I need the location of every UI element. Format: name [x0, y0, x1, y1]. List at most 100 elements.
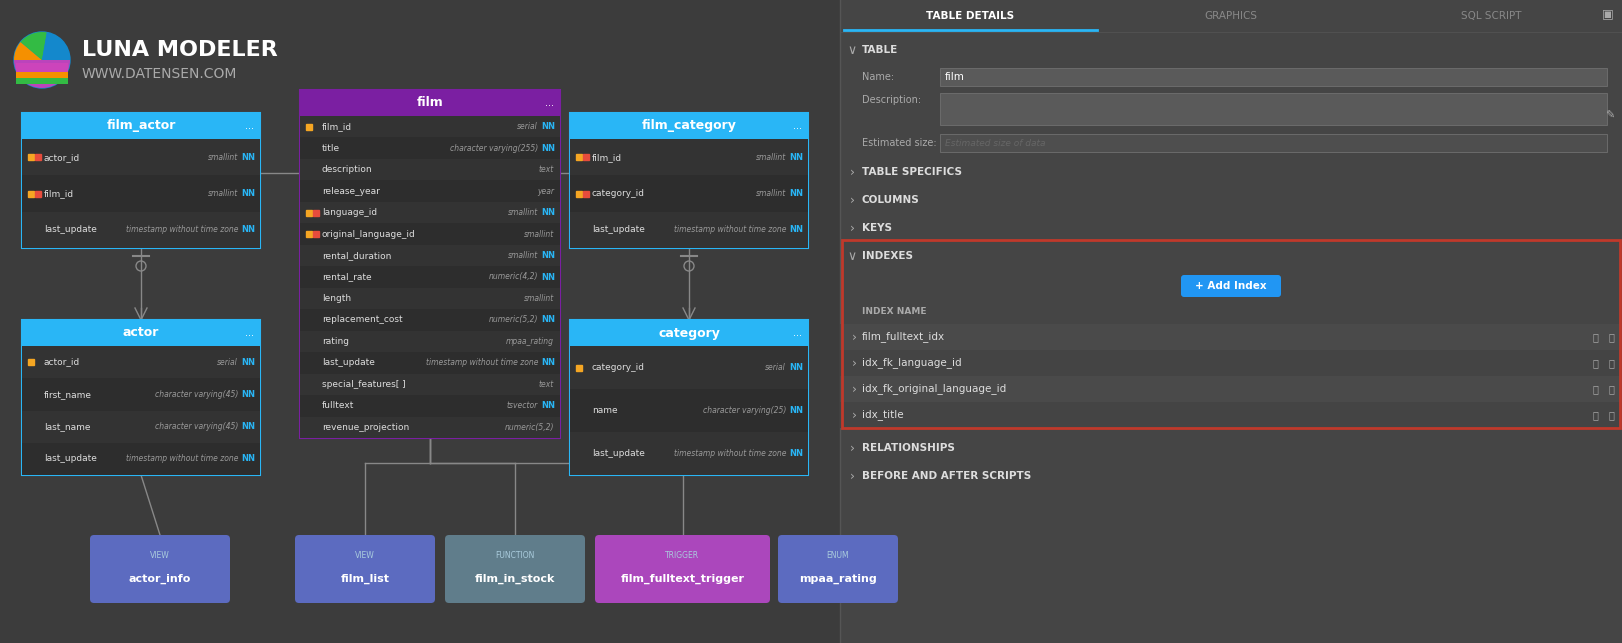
Text: ⧉: ⧉ [1593, 410, 1598, 420]
Wedge shape [42, 32, 70, 60]
Text: last_name: last_name [44, 422, 91, 431]
Bar [941, 93, 1607, 125]
Text: timestamp without time zone: timestamp without time zone [673, 449, 787, 458]
FancyBboxPatch shape [1181, 275, 1281, 297]
Bar [840, 402, 1622, 428]
Bar [569, 320, 808, 346]
Text: ⧉: ⧉ [1593, 332, 1598, 342]
Text: timestamp without time zone: timestamp without time zone [125, 225, 238, 234]
Text: actor: actor [123, 327, 159, 340]
Text: Description:: Description: [861, 95, 921, 105]
Bar [300, 266, 560, 287]
Bar [16, 63, 68, 72]
Bar [300, 395, 560, 417]
Bar [569, 139, 808, 176]
Bar [569, 346, 808, 389]
Text: title: title [323, 143, 341, 152]
Text: language_id: language_id [323, 208, 378, 217]
FancyBboxPatch shape [779, 535, 899, 603]
Text: NN: NN [542, 358, 555, 367]
Text: ›: › [852, 408, 856, 422]
Bar [23, 320, 260, 475]
Text: film: film [417, 96, 443, 109]
Bar [569, 389, 808, 432]
Text: 🗑: 🗑 [1607, 384, 1614, 394]
Text: NN: NN [242, 358, 255, 367]
Text: NN: NN [788, 152, 803, 161]
Bar [300, 181, 560, 202]
Text: FUNCTION: FUNCTION [495, 551, 535, 560]
Text: ▣: ▣ [1603, 8, 1614, 21]
Text: timestamp without time zone: timestamp without time zone [125, 455, 238, 464]
Text: Name:: Name: [861, 72, 894, 82]
Text: NN: NN [542, 251, 555, 260]
Bar [23, 443, 260, 475]
Text: film_list: film_list [341, 574, 389, 584]
Text: release_year: release_year [323, 186, 380, 195]
Bar [300, 331, 560, 352]
Bar [569, 212, 808, 248]
Text: serial: serial [217, 358, 238, 367]
Bar [300, 374, 560, 395]
Circle shape [15, 32, 70, 88]
Text: film_id: film_id [323, 122, 352, 131]
Bar [300, 223, 560, 245]
Text: character varying(45): character varying(45) [154, 390, 238, 399]
Text: category: category [659, 327, 720, 340]
Text: NN: NN [788, 363, 803, 372]
Bar [300, 309, 560, 331]
Text: smallint: smallint [508, 251, 539, 260]
Text: last_update: last_update [592, 225, 646, 234]
Text: NN: NN [788, 189, 803, 198]
Text: INDEX NAME: INDEX NAME [861, 307, 926, 316]
Bar [23, 410, 260, 443]
Text: NN: NN [788, 225, 803, 234]
Text: first_name: first_name [44, 390, 92, 399]
FancyBboxPatch shape [595, 535, 770, 603]
Text: ∨: ∨ [847, 44, 856, 57]
Text: ›: › [850, 165, 855, 179]
Text: GRAPHICS: GRAPHICS [1205, 11, 1257, 21]
FancyBboxPatch shape [444, 535, 586, 603]
Bar [23, 378, 260, 410]
Bar [300, 159, 560, 181]
Text: + Add Index: + Add Index [1195, 281, 1267, 291]
Text: ›: › [852, 331, 856, 343]
Text: NN: NN [788, 449, 803, 458]
Bar [300, 90, 560, 116]
Text: NN: NN [242, 152, 255, 161]
Text: ›: › [850, 442, 855, 455]
Bar [300, 116, 560, 138]
Bar [23, 176, 260, 212]
Text: SQL SCRIPT: SQL SCRIPT [1461, 11, 1521, 21]
Text: Estimated size:: Estimated size: [861, 138, 936, 148]
Wedge shape [15, 60, 70, 88]
Text: year: year [537, 186, 555, 195]
Text: COLUMNS: COLUMNS [861, 195, 920, 205]
Text: last_update: last_update [592, 449, 646, 458]
Text: TRIGGER: TRIGGER [665, 551, 699, 560]
Text: special_features[ ]: special_features[ ] [323, 380, 406, 389]
Text: tsvector: tsvector [506, 401, 539, 410]
Bar [300, 352, 560, 374]
Text: film_actor: film_actor [107, 120, 175, 132]
Text: replacement_cost: replacement_cost [323, 316, 402, 325]
Bar [840, 324, 1622, 350]
Text: rental_rate: rental_rate [323, 273, 371, 282]
Text: Estimated size of data: Estimated size of data [946, 138, 1046, 147]
Text: film: film [946, 72, 965, 82]
Text: ...: ... [245, 121, 255, 131]
Text: ›: › [850, 469, 855, 482]
Text: description: description [323, 165, 373, 174]
Bar [569, 176, 808, 212]
Bar [23, 113, 260, 248]
Text: idx_fk_language_id: idx_fk_language_id [861, 358, 962, 368]
Bar [23, 113, 260, 139]
Text: ›: › [850, 194, 855, 206]
Text: film_fulltext_idx: film_fulltext_idx [861, 332, 946, 343]
Bar [23, 139, 260, 176]
Text: text: text [539, 165, 555, 174]
Text: TABLE DETAILS: TABLE DETAILS [926, 11, 1014, 21]
Text: smallint: smallint [756, 152, 787, 161]
Text: category_id: category_id [592, 363, 646, 372]
